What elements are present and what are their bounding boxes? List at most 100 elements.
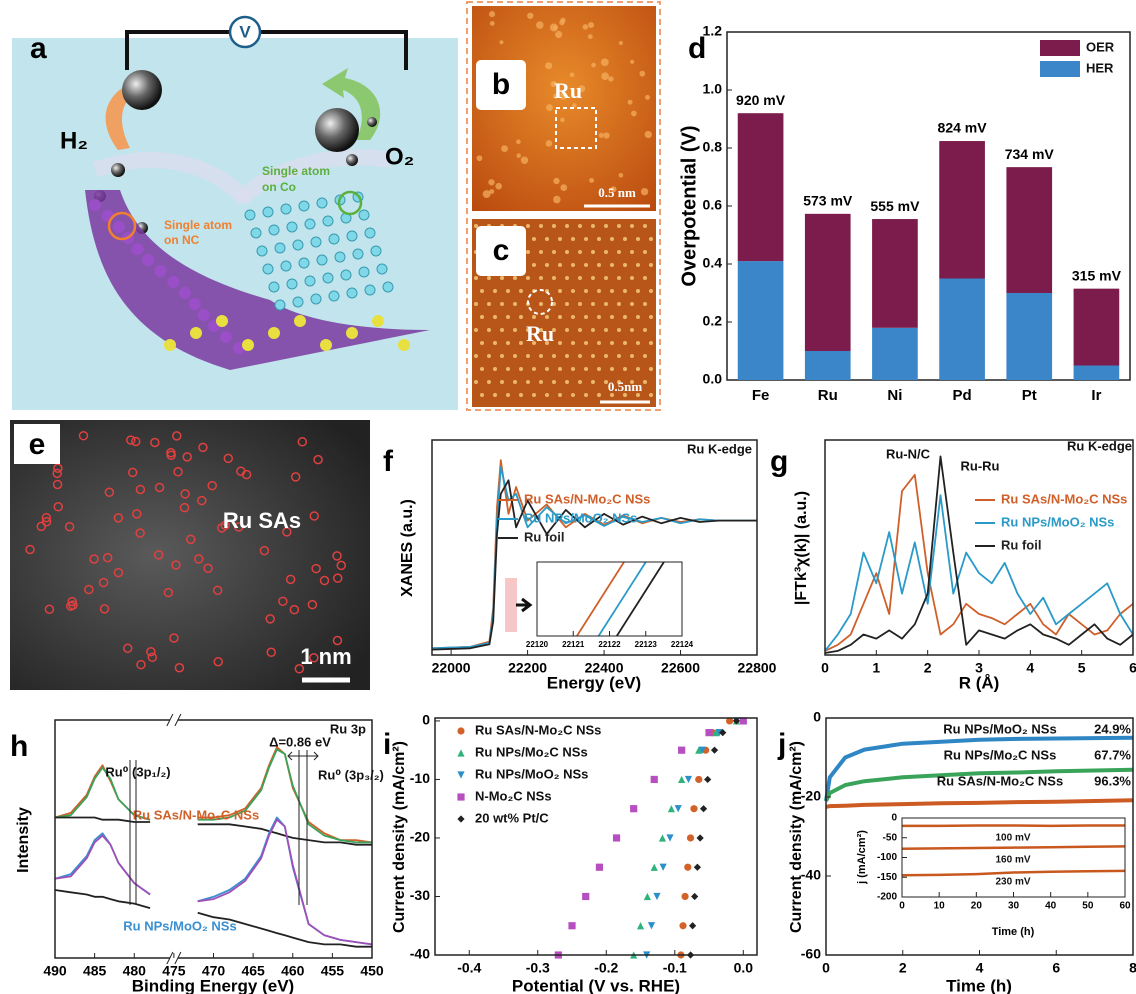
y-tick-label: -40 (410, 946, 430, 962)
texture-dot (618, 40, 623, 46)
annotation: Δ=0.86 eV (269, 734, 331, 749)
value-label: 573 mV (803, 193, 853, 209)
marker (689, 922, 697, 930)
atom-marker (285, 574, 296, 585)
atom (292, 296, 304, 308)
atom (280, 260, 292, 272)
x-tick-label: 2 (899, 960, 907, 976)
texture-dot (591, 380, 595, 384)
texture-dot (584, 237, 588, 241)
y-tick-label: 0.6 (703, 197, 723, 213)
texture-dot (558, 263, 562, 267)
atom (274, 242, 286, 254)
texture-dot (623, 315, 627, 319)
atom (188, 298, 201, 310)
x-tick-label: Pt (1022, 387, 1037, 404)
x-tick-label: 60 (1119, 901, 1131, 912)
legend-label: Ru SAs/N-Mo₂C NSs (475, 722, 601, 737)
texture-dot (489, 21, 495, 26)
texture-dot (617, 224, 621, 228)
plot-background (537, 562, 682, 636)
texture-dot (474, 224, 478, 228)
texture-dot (539, 276, 543, 280)
texture-dot (572, 103, 577, 108)
marker (704, 775, 712, 784)
texture-dot (630, 224, 634, 228)
atom (111, 163, 125, 177)
bar-segment (1006, 167, 1053, 293)
texture-dot (597, 289, 601, 293)
x-tick-label: 470 (202, 963, 226, 979)
atom-marker (136, 659, 146, 670)
texture-dot (526, 250, 530, 254)
atom (328, 290, 340, 302)
atom (294, 315, 306, 327)
texture-dot (639, 70, 646, 77)
x-tick-label: 40 (1045, 901, 1057, 912)
marker (658, 834, 667, 842)
atom (364, 227, 376, 239)
atom (322, 215, 334, 227)
atom-marker (290, 472, 301, 482)
atom-marker (113, 567, 124, 578)
y-tick-label: -60 (801, 946, 821, 962)
atom-marker (127, 467, 138, 478)
atom-marker (220, 520, 231, 531)
texture-dot (578, 354, 582, 358)
atom (280, 203, 292, 215)
x-tick-label: 22121 (562, 640, 585, 649)
annotation: Ru K-edge (687, 441, 752, 456)
y-tick-label: 0.0 (703, 371, 723, 387)
atom-marker (78, 430, 89, 441)
letter-box (14, 424, 60, 464)
atom-marker (44, 604, 55, 615)
texture-dot (601, 72, 609, 81)
atom (250, 227, 262, 239)
texture-dot (474, 302, 478, 306)
texture-dot (527, 12, 534, 19)
edge-highlight (505, 578, 517, 632)
texture-dot (506, 289, 510, 293)
atom (376, 263, 388, 275)
texture-dot (584, 315, 588, 319)
y-axis-label: XANES (a.u.) (399, 499, 416, 597)
texture-dot (552, 328, 556, 332)
texture-dot (500, 276, 504, 280)
bar-segment (737, 261, 784, 380)
data-line (824, 455, 1134, 654)
atom-marker (36, 521, 47, 532)
texture-dot (600, 58, 609, 67)
texture-dot (499, 40, 504, 45)
texture-dot (558, 315, 562, 319)
o2-label: O₂ (385, 143, 414, 170)
y-tick-label: 0 (891, 813, 897, 824)
atom (316, 254, 328, 266)
texture-dot (482, 190, 491, 199)
texture-dot (526, 380, 530, 384)
texture-dot (558, 289, 562, 293)
marker (612, 834, 621, 842)
texture-dot (500, 302, 504, 306)
atom (370, 245, 382, 257)
x-axis-label: Binding Energy (eV) (132, 976, 294, 994)
atom-marker (122, 643, 133, 654)
texture-dot (545, 393, 549, 397)
atom-marker (297, 437, 308, 447)
texture-dot (545, 367, 549, 371)
atom (346, 287, 358, 299)
texture-dot (630, 302, 634, 306)
bar-segment (939, 141, 985, 279)
x-tick-label: 5 (1078, 660, 1086, 676)
texture-dot (506, 393, 510, 397)
annotation: 67.7% (1094, 747, 1131, 762)
y-tick-label: -50 (883, 832, 898, 843)
texture-dot (565, 380, 569, 384)
atom-marker (102, 552, 113, 563)
atom-marker (150, 437, 160, 448)
annotation: on NC (164, 233, 200, 247)
plot-background (55, 720, 372, 958)
texture-dot (643, 302, 647, 306)
x-tick-label: 2 (924, 660, 932, 676)
atom-marker (135, 484, 146, 495)
atom (292, 239, 304, 251)
